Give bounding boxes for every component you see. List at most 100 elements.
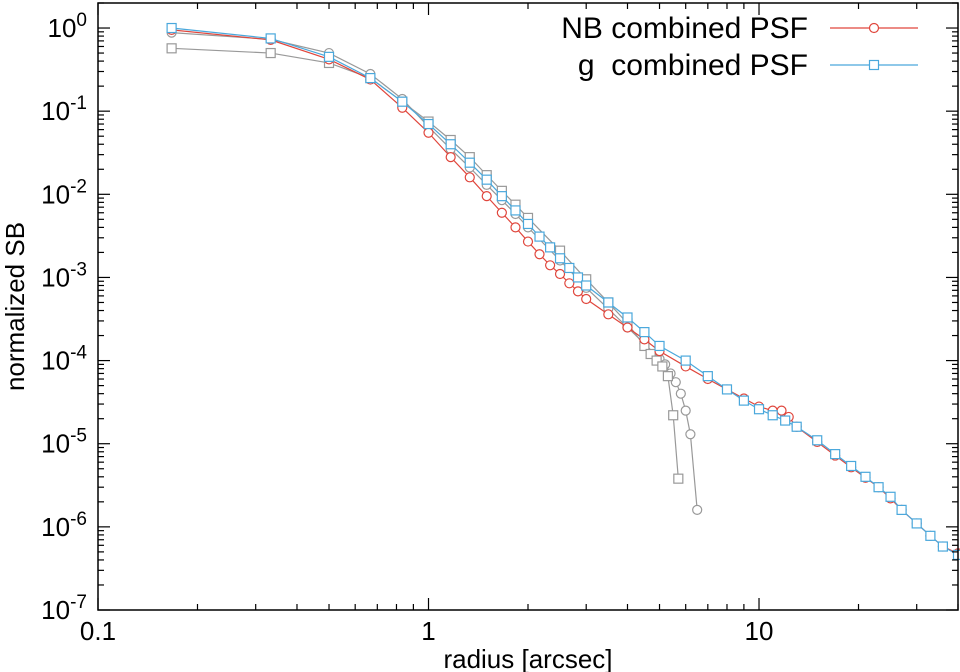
- y-tick-exponent: -6: [70, 509, 87, 530]
- legend-marker: [868, 59, 880, 71]
- series-1: [166, 22, 960, 560]
- data-point: [445, 139, 456, 150]
- data-point: [925, 530, 936, 541]
- data-point: [554, 268, 566, 280]
- data-point: [581, 280, 592, 291]
- y-tick-base: 10: [41, 595, 70, 625]
- y-tick-exponent: -7: [70, 592, 87, 613]
- y-tick-exponent: -2: [70, 176, 87, 197]
- y-tick-label: 10-5: [41, 426, 87, 459]
- y-tick-exponent: -5: [70, 426, 87, 447]
- y-axis-label: normalized SB: [0, 222, 30, 391]
- data-point: [780, 415, 791, 426]
- data-point: [767, 410, 778, 421]
- data-point: [812, 435, 823, 446]
- data-point: [534, 249, 545, 260]
- legend-label: NB combined PSF: [561, 12, 808, 45]
- y-tick-base: 10: [41, 429, 70, 459]
- y-tick-exponent: -4: [70, 343, 87, 364]
- data-point: [581, 293, 592, 305]
- data-point: [522, 236, 534, 247]
- y-tick-label: 10-3: [41, 259, 87, 292]
- y-tick-base: 10: [41, 179, 70, 209]
- data-point: [564, 278, 575, 289]
- tick-marks: [97, 2, 959, 611]
- series-line: [171, 29, 959, 554]
- data-point: [846, 460, 857, 472]
- data-point: [657, 361, 668, 372]
- data-point: [668, 410, 679, 421]
- y-tick-exponent: -1: [70, 93, 87, 114]
- data-point: [572, 286, 584, 297]
- legend: NB combined PSF g combined PSF: [561, 12, 918, 82]
- data-point: [654, 340, 665, 352]
- data-point: [423, 127, 434, 138]
- series-line: [171, 47, 679, 479]
- data-point: [685, 429, 696, 440]
- data-point: [166, 22, 177, 34]
- y-tick-base: 10: [41, 262, 70, 292]
- data-point: [323, 51, 335, 62]
- data-point: [481, 191, 492, 202]
- y-tick-base: 10: [41, 96, 70, 126]
- data-point: [692, 504, 703, 515]
- data-point: [680, 405, 691, 416]
- y-tick-label: 10-4: [41, 343, 87, 376]
- data-point: [896, 504, 907, 515]
- series-line: [171, 32, 698, 510]
- data-point: [753, 404, 765, 415]
- legend-marker: [868, 22, 880, 34]
- y-tick-label: 10-1: [41, 93, 87, 126]
- data-point: [423, 118, 434, 130]
- data-point: [675, 388, 686, 399]
- data-point: [662, 371, 673, 382]
- y-tick-base: 10: [48, 13, 77, 43]
- data-point: [776, 405, 787, 416]
- data-point: [365, 72, 376, 84]
- x-tick-label: 1: [421, 616, 435, 646]
- data-point: [639, 327, 650, 338]
- data-point: [265, 47, 276, 59]
- data-point: [645, 348, 656, 360]
- y-tick-exponent: -3: [70, 259, 87, 280]
- y-tick-exponent: 0: [76, 10, 87, 31]
- data-point: [464, 172, 475, 183]
- data-point: [860, 471, 871, 482]
- data-point: [572, 272, 584, 283]
- series-0: [166, 24, 960, 559]
- y-tick-base: 10: [41, 512, 70, 542]
- data-point: [445, 152, 456, 163]
- data-point: [651, 355, 662, 366]
- data-point: [885, 491, 896, 502]
- data-point: [603, 297, 614, 308]
- data-point: [166, 43, 177, 54]
- data-point: [603, 309, 614, 320]
- series-2: [166, 27, 703, 515]
- data-point: [496, 191, 507, 202]
- data-point: [830, 449, 841, 460]
- series-3: [166, 43, 684, 484]
- series-layer: [166, 22, 960, 560]
- data-point: [721, 384, 733, 395]
- data-point: [791, 421, 802, 432]
- series-line: [171, 27, 959, 556]
- data-point: [545, 242, 556, 253]
- x-tick-label: 10: [745, 616, 774, 646]
- data-point: [510, 222, 521, 233]
- data-point: [702, 371, 713, 382]
- data-point: [510, 205, 521, 216]
- data-point: [673, 473, 684, 484]
- data-point: [464, 157, 475, 168]
- x-axis-label: radius [arcsec]: [443, 644, 612, 672]
- data-point: [680, 355, 691, 366]
- y-tick-base: 10: [41, 346, 70, 376]
- plot-frame: [97, 2, 959, 611]
- y-tick-label: 10-6: [41, 509, 87, 542]
- data-point: [670, 377, 681, 388]
- data-point: [738, 395, 749, 406]
- x-tick-label: 0.1: [80, 616, 116, 646]
- data-point: [545, 260, 556, 271]
